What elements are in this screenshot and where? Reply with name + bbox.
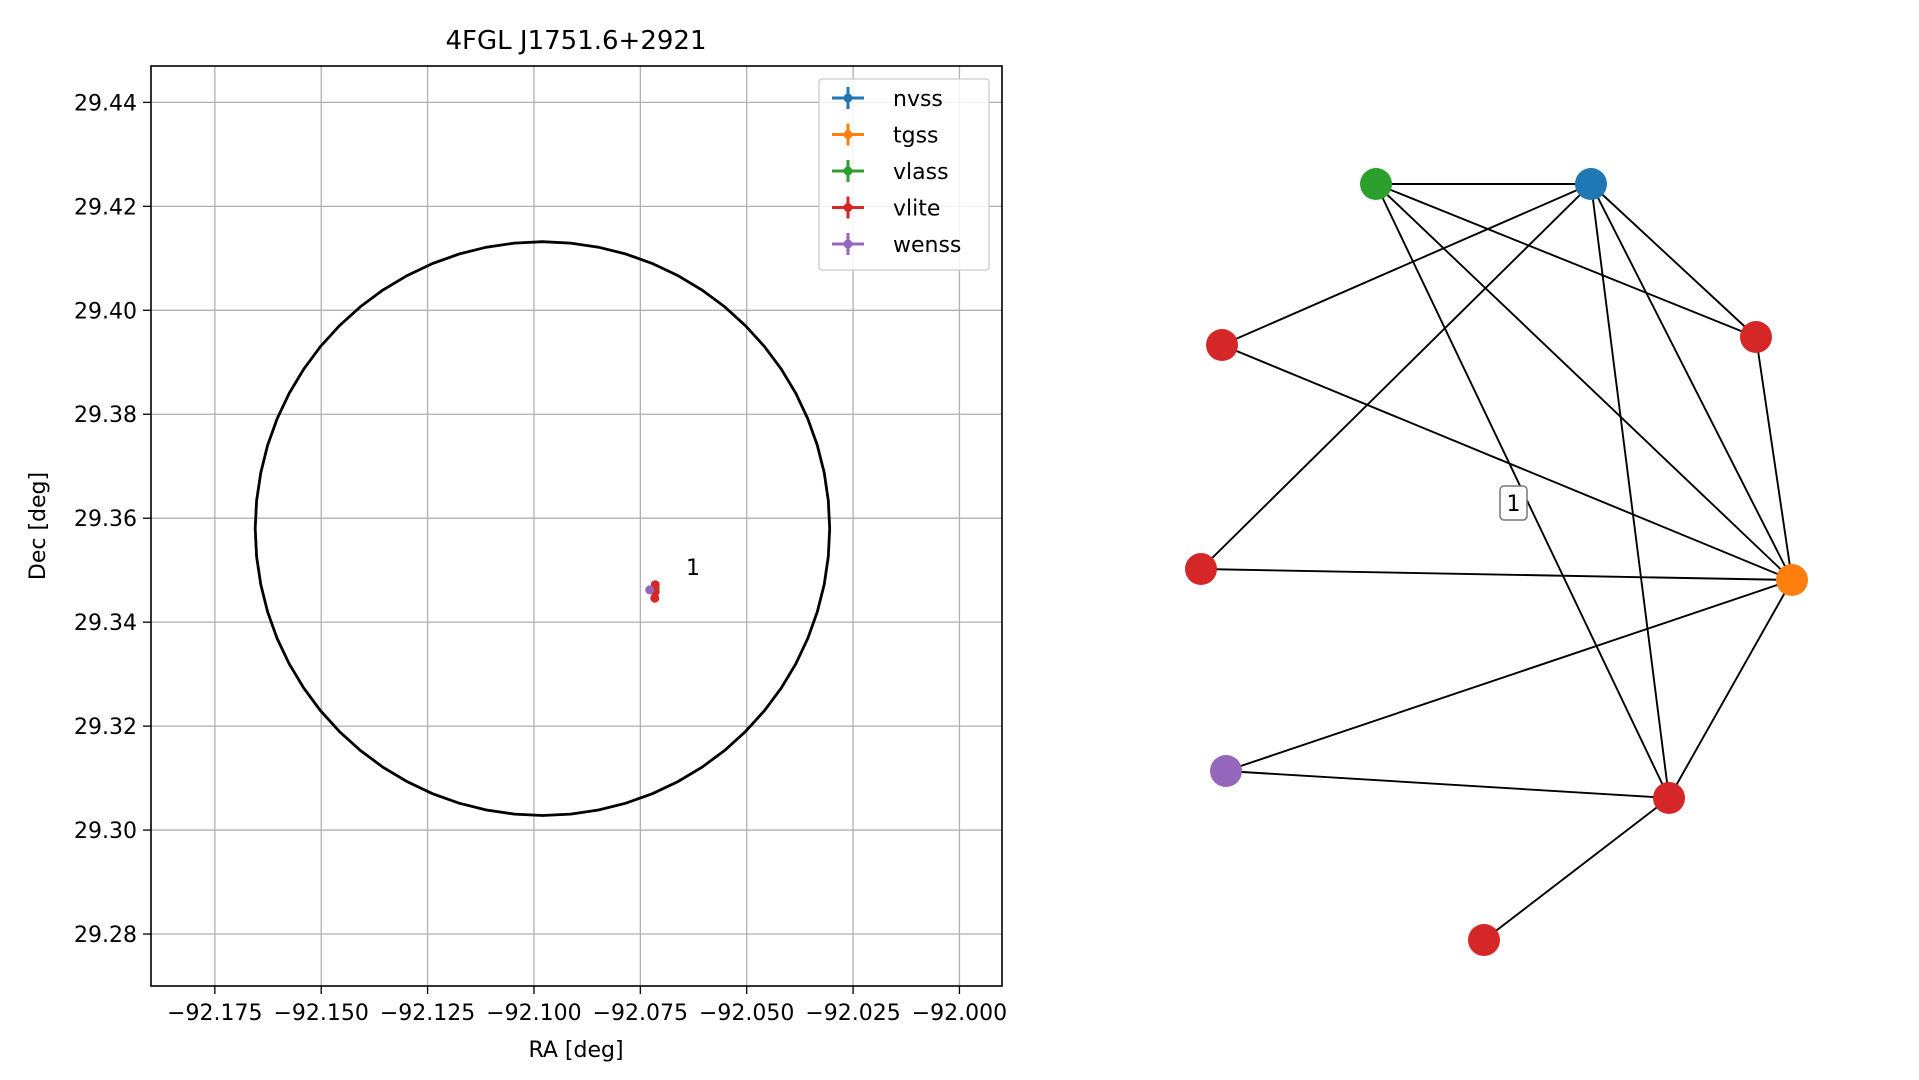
x-tick-label: −92.050	[699, 1001, 794, 1026]
legend-marker-wenss	[843, 239, 853, 249]
legend-marker-nvss	[843, 93, 853, 103]
network-nodes	[1185, 168, 1808, 956]
network-edge	[1375, 183, 1793, 581]
network-edge	[1221, 183, 1592, 346]
y-tick-label: 29.28	[74, 923, 137, 948]
y-tick-label: 29.42	[74, 195, 137, 220]
legend-label-wenss: wenss	[893, 233, 961, 258]
error-circle	[253, 240, 832, 817]
x-tick-label: −92.150	[273, 1001, 368, 1026]
legend-marker-tgss	[843, 130, 853, 139]
legend-label-vlass: vlass	[893, 160, 949, 185]
scatter-panel: −92.175 −92.150 −92.125 −92.100 −92.075 −92.0…	[26, 26, 1007, 1063]
axis-ticks: −92.175 −92.150 −92.125 −92.100 −92.075 −92.0…	[74, 91, 1007, 1026]
x-tick-label: −92.100	[486, 1001, 581, 1026]
error-circle-layer	[253, 240, 832, 817]
legend-box	[818, 78, 990, 271]
x-tick-label: −92.125	[380, 1001, 475, 1026]
y-tick-label: 29.40	[74, 299, 137, 324]
network-label: 1	[1507, 492, 1521, 517]
network-edge	[1590, 183, 1793, 581]
y-tick-label: 29.32	[74, 715, 137, 740]
network-node-vlite	[1653, 782, 1685, 814]
network-edge	[1755, 336, 1793, 581]
network-panel: 1	[1185, 168, 1808, 956]
network-edge	[1200, 568, 1793, 581]
legend-label-tgss: tgss	[893, 124, 939, 149]
plot-frame	[150, 65, 1003, 987]
network-edge	[1590, 183, 1757, 338]
legend-marker-vlass	[843, 166, 853, 176]
network-node-vlite	[1185, 553, 1217, 585]
x-tick-label: −92.000	[912, 1001, 1007, 1026]
network-node-tgss	[1776, 564, 1808, 596]
y-axis-label: Dec [deg]	[26, 472, 51, 580]
network-edge	[1590, 183, 1670, 799]
network-edge	[1375, 183, 1757, 338]
point-annotation: 1	[686, 556, 700, 581]
legend-marker-vlite	[843, 203, 853, 212]
y-tick-label: 29.38	[74, 403, 137, 428]
network-edge	[1200, 183, 1592, 570]
network-edge	[1225, 579, 1793, 772]
legend-entries: nvss tgss vlass vlite wenss	[832, 87, 961, 258]
legend-label-vlite: vlite	[893, 197, 940, 222]
x-axis-label: RA [deg]	[528, 1038, 623, 1063]
network-node-wenss	[1210, 755, 1242, 787]
network-edge	[1668, 579, 1793, 799]
data-point-wenss	[645, 585, 655, 595]
network-node-vlite	[1468, 924, 1500, 956]
x-tick-label: −92.025	[805, 1001, 900, 1026]
network-edge	[1221, 344, 1793, 581]
y-tick-label: 29.44	[74, 91, 137, 116]
legend-label-nvss: nvss	[893, 87, 943, 112]
data-points-layer	[645, 580, 660, 603]
network-node-vlite	[1740, 321, 1772, 353]
network-node-nvss	[1575, 168, 1607, 200]
grid	[151, 66, 1002, 986]
network-node-vlite	[1206, 329, 1238, 361]
y-tick-label: 29.30	[74, 819, 137, 844]
network-edges	[1200, 183, 1793, 941]
chart-title: 4FGL J1751.6+2921	[446, 26, 707, 56]
network-node-vlass	[1360, 168, 1392, 200]
y-tick-label: 29.36	[74, 507, 137, 532]
legend: nvss tgss vlass vlite wenss	[818, 78, 990, 271]
y-tick-label: 29.34	[74, 611, 137, 636]
x-tick-label: −92.175	[167, 1001, 262, 1026]
x-tick-label: −92.075	[593, 1001, 688, 1026]
network-label-box: 1	[1499, 485, 1528, 521]
network-edge	[1483, 797, 1670, 941]
network-edge	[1225, 770, 1670, 799]
data-point-vlite	[650, 593, 660, 603]
